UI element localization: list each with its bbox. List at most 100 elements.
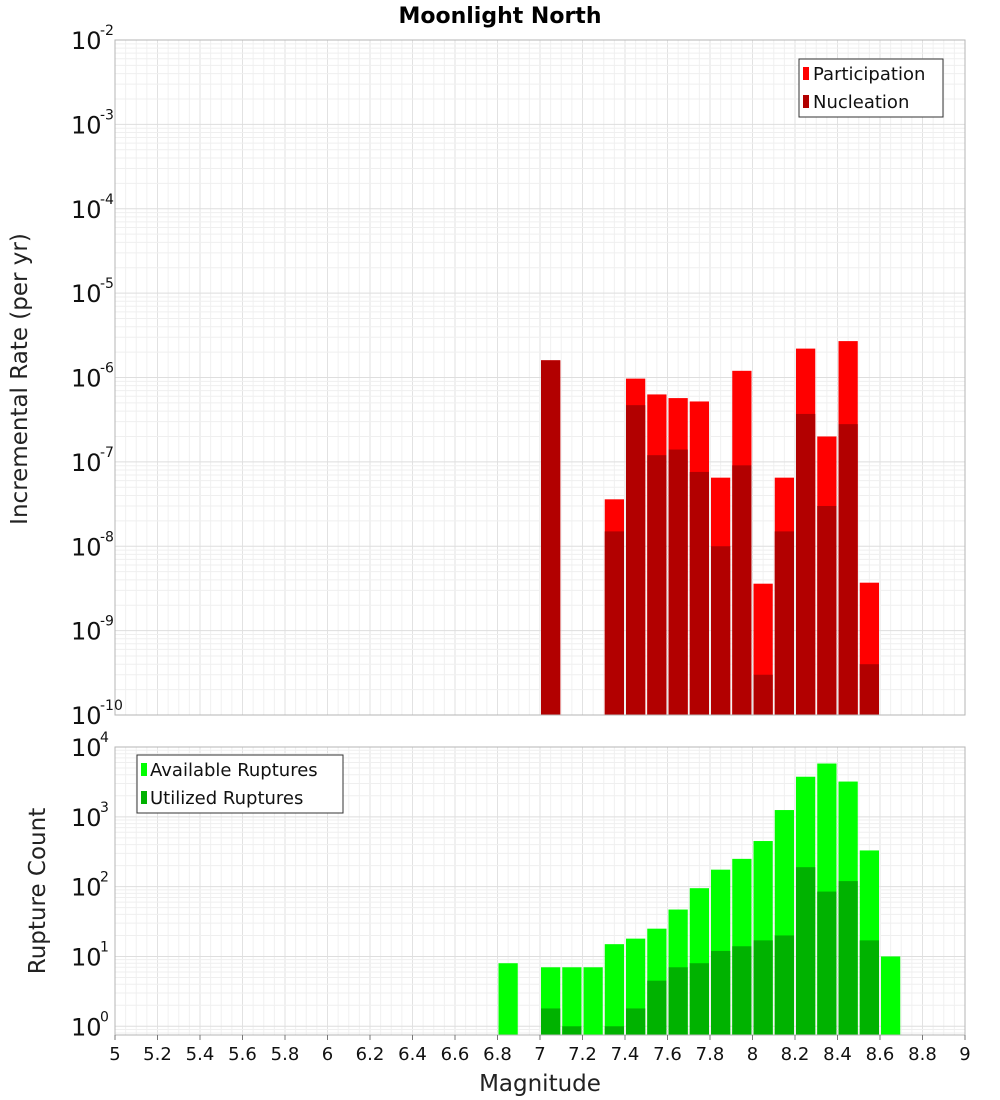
x-tick-label: 6.4 [398, 1044, 427, 1065]
rate-y-tick-exponent: -5 [100, 276, 114, 292]
rate-y-tick-exponent: -8 [100, 529, 114, 545]
x-tick-label: 6 [322, 1044, 333, 1065]
rate-bar-series2 [753, 674, 773, 715]
chart-title: Moonlight North [398, 4, 601, 29]
legend-swatch-nucleation [803, 95, 809, 108]
x-tick-label: 7.6 [653, 1044, 682, 1065]
rate-bar-series2 [859, 664, 879, 715]
count-bar-series1 [583, 967, 603, 1035]
rate-bar-series2 [626, 405, 646, 715]
rate-y-tick-exponent: -9 [100, 614, 114, 630]
rate-bars [541, 341, 879, 715]
x-tick-label: 5.8 [271, 1044, 300, 1065]
x-tick-label: 5.4 [186, 1044, 215, 1065]
rate-bar-series2 [796, 413, 816, 715]
rate-bar-series2 [604, 531, 624, 715]
count-bar-series2 [668, 967, 688, 1035]
legend-label-utilized: Utilized Ruptures [150, 788, 303, 809]
x-tick-label: 8.6 [866, 1044, 895, 1065]
count-y-tick-exponent: 0 [100, 1009, 109, 1025]
rate-y-tick-label: 10 [71, 196, 102, 224]
rate-y-tick-exponent: -7 [100, 445, 114, 461]
x-tick-label: 6.6 [441, 1044, 470, 1065]
rate-bar-series2 [774, 531, 794, 715]
rate-y-axis-label: Incremental Rate (per yr) [7, 233, 33, 525]
count-bar-series1 [604, 944, 624, 1035]
count-y-tick-exponent: 3 [100, 800, 109, 816]
count-y-tick-exponent: 1 [100, 939, 109, 955]
count-y-tick-label: 10 [71, 804, 102, 832]
rate-bar-series2 [647, 455, 667, 715]
rate-plot-frame [114, 39, 966, 716]
rate-y-tick-exponent: -2 [100, 23, 114, 39]
count-legend: Available Ruptures Utilized Ruptures [136, 754, 344, 814]
count-y-tick-exponent: 2 [100, 870, 109, 886]
count-bar-series2 [838, 881, 858, 1035]
count-legend-box [136, 754, 344, 814]
rate-legend: Participation Nucleation [798, 58, 944, 118]
legend-swatch-utilized [141, 791, 147, 804]
rate-y-tick-exponent: -6 [100, 361, 114, 377]
x-tick-label: 8.8 [908, 1044, 937, 1065]
count-bar-series2 [541, 1008, 561, 1035]
rate-bar-series2 [732, 465, 752, 715]
rate-y-tick-exponent: -4 [100, 192, 114, 208]
x-tick-label: 8.4 [823, 1044, 852, 1065]
count-bar-series2 [626, 1008, 646, 1035]
rate-grid [115, 40, 965, 715]
legend-swatch-available [141, 763, 147, 776]
rate-bar-series2 [668, 449, 688, 715]
count-y-axis-label: Rupture Count [25, 808, 51, 974]
legend-swatch-participation [803, 67, 809, 80]
x-tick-label: 7.8 [696, 1044, 725, 1065]
rate-y-tick-label: 10 [71, 365, 102, 393]
count-bar-series1 [562, 967, 582, 1035]
legend-label-available: Available Ruptures [150, 760, 318, 781]
count-bar-series2 [859, 940, 879, 1035]
rate-y-tick-label: 10 [71, 27, 102, 55]
count-y-tick-label: 10 [71, 874, 102, 902]
rate-bar-series2 [689, 471, 709, 715]
legend-label-nucleation: Nucleation [813, 92, 909, 113]
count-bar-series1 [881, 956, 901, 1035]
count-bar-series2 [732, 946, 752, 1035]
x-tick-label: 8 [747, 1044, 758, 1065]
rate-bar-series2 [817, 505, 837, 715]
count-bar-series2 [796, 867, 816, 1035]
x-tick-label: 6.2 [356, 1044, 385, 1065]
x-axis-label: Magnitude [479, 1071, 601, 1097]
count-y-tick-label: 10 [71, 1013, 102, 1041]
count-y-tick-label: 10 [71, 734, 102, 762]
rate-y-tick-label: 10 [71, 618, 102, 646]
count-bar-series2 [562, 1026, 582, 1035]
rate-y-tick-exponent: -3 [100, 107, 114, 123]
x-tick-label: 5.2 [143, 1044, 172, 1065]
count-grid [115, 747, 965, 1035]
x-tick-label: 7.4 [611, 1044, 640, 1065]
x-tick-label: 7.2 [568, 1044, 597, 1065]
count-bars [498, 763, 901, 1035]
rate-y-tick-exponent: -10 [100, 698, 123, 714]
count-bar-series1 [498, 963, 518, 1035]
rate-y-tick-label: 10 [71, 449, 102, 477]
rate-y-tick-label: 10 [71, 111, 102, 139]
x-tick-label: 5.6 [228, 1044, 257, 1065]
count-bar-series2 [689, 963, 709, 1035]
x-tick-label: 9 [959, 1044, 970, 1065]
x-ticks: 5 5.2 5.4 5.6 5.8 6 6.2 6.4 6.6 6.8 7 7.2 7.4 7.6 7.8 8… [109, 1035, 971, 1065]
legend-label-participation: Participation [813, 64, 925, 85]
x-tick-label: 6.8 [483, 1044, 512, 1065]
x-tick-label: 8.2 [781, 1044, 810, 1065]
rate-y-tick-label: 10 [71, 533, 102, 561]
count-y-tick-exponent: 4 [100, 730, 109, 746]
x-tick-label: 5 [109, 1044, 120, 1065]
rate-legend-box [798, 58, 944, 118]
rate-y-tick-label: 10 [71, 280, 102, 308]
x-tick-label: 7 [534, 1044, 545, 1065]
count-y-tick-label: 10 [71, 943, 102, 971]
